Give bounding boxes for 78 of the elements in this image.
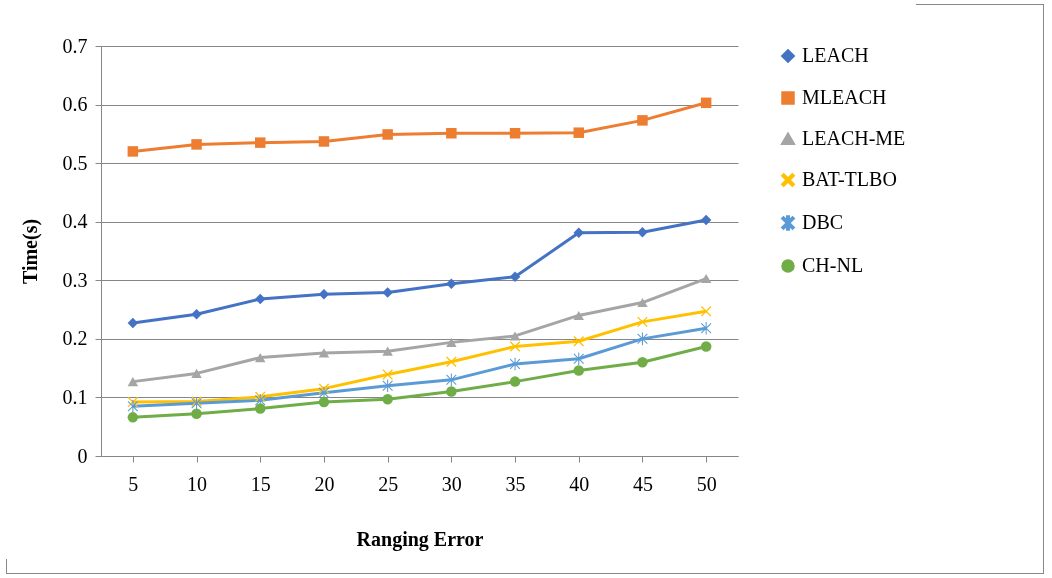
point	[255, 293, 266, 305]
x-tick-label: 5	[128, 472, 139, 495]
point	[637, 316, 648, 328]
y-tick-label: 0.1	[62, 385, 88, 408]
y-tick-label: 0.7	[62, 34, 88, 57]
y-tick-label: 0.3	[62, 268, 88, 291]
point	[637, 332, 648, 346]
point	[127, 399, 139, 413]
legend-label: BAT-TLBO	[802, 168, 897, 190]
point	[509, 271, 521, 283]
point	[446, 128, 457, 139]
x-tick-label: 45	[632, 472, 653, 495]
point	[509, 331, 521, 341]
legend-label: LEACH	[802, 44, 869, 66]
point	[318, 386, 330, 400]
point	[191, 408, 202, 420]
x-tick-label: 20	[314, 472, 335, 495]
point	[382, 379, 393, 393]
y-tick-label: 0	[77, 444, 88, 467]
point	[700, 214, 712, 226]
point	[700, 322, 712, 335]
y-tick-label: 0.5	[62, 151, 88, 174]
point	[637, 227, 648, 238]
point	[446, 278, 457, 290]
point	[382, 369, 393, 380]
x-tick-label: 40	[569, 472, 590, 495]
point	[191, 309, 202, 320]
point	[191, 139, 202, 150]
x-tick-label: 25	[378, 472, 399, 495]
point	[382, 393, 393, 405]
point	[318, 289, 330, 300]
y-tick-label: 0.6	[62, 93, 88, 116]
point	[509, 128, 521, 139]
point	[127, 377, 139, 387]
point	[127, 412, 139, 423]
point	[255, 403, 266, 414]
point	[509, 376, 521, 387]
y-axis-title: Time(s)	[18, 218, 42, 285]
x-tick-label: 35	[505, 472, 526, 495]
point	[446, 373, 457, 387]
x-tick-label: 50	[696, 472, 717, 495]
point	[382, 346, 393, 356]
point	[573, 127, 584, 138]
point	[573, 365, 584, 376]
point	[637, 357, 648, 368]
point	[700, 341, 712, 352]
point	[127, 146, 139, 157]
point	[446, 337, 457, 347]
x-axis-title: Ranging Error	[356, 527, 484, 551]
point	[446, 386, 457, 397]
legend-label: MLEACH	[802, 86, 887, 108]
point	[637, 298, 648, 308]
point	[509, 341, 521, 352]
legend-label: CH-NL	[802, 254, 864, 276]
point	[382, 287, 393, 298]
point	[700, 97, 712, 109]
point	[573, 335, 584, 347]
y-tick-label: 0.4	[62, 210, 88, 233]
point	[255, 137, 266, 148]
point	[318, 348, 330, 358]
y-tick-label: 0.2	[62, 327, 88, 350]
point	[573, 227, 584, 239]
x-tick-label: 30	[441, 472, 462, 495]
point	[382, 129, 393, 140]
point	[573, 310, 584, 320]
point	[318, 136, 330, 147]
point	[700, 306, 712, 317]
point	[318, 396, 330, 408]
x-tick-label: 15	[250, 472, 271, 495]
point	[700, 273, 712, 284]
x-tick-label: 10	[187, 472, 208, 495]
point	[255, 353, 266, 363]
point	[127, 317, 139, 329]
point	[637, 115, 648, 126]
point	[191, 368, 202, 378]
legend-label: DBC	[802, 211, 844, 233]
point	[573, 352, 584, 366]
legend-label: LEACH-ME	[802, 127, 906, 149]
